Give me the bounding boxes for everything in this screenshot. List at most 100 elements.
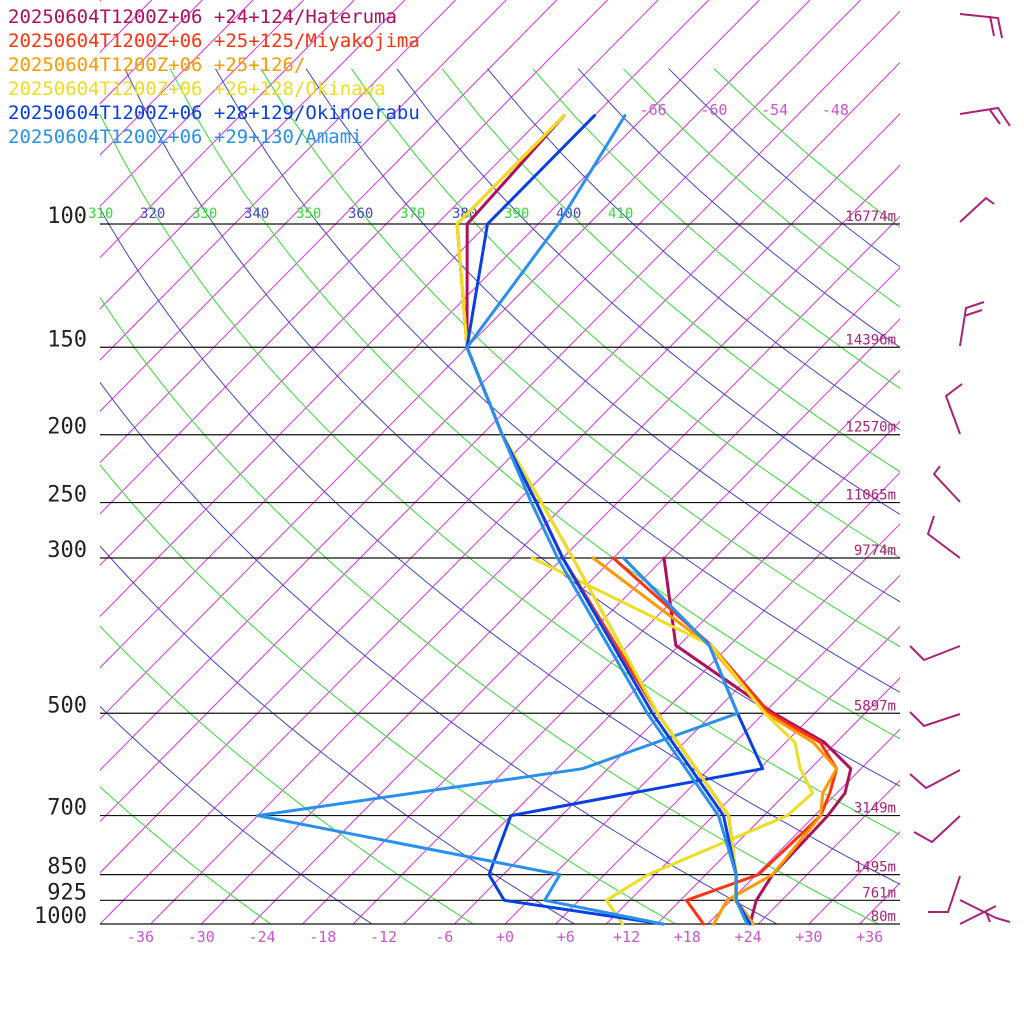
- height-label: 1495m: [854, 860, 896, 876]
- dry-adiabat: [100, 705, 373, 924]
- dry-adiabat: [487, 68, 900, 431]
- isotherm: [302, 318, 900, 924]
- isotherm: [100, 0, 254, 156]
- pressure-tick-label: 300: [47, 538, 87, 563]
- legend-entry: 20250604T1200Z+06 +24+124/Hateruma: [8, 6, 397, 28]
- isotherm: [150, 164, 900, 924]
- height-label: 14396m: [845, 332, 896, 348]
- temperature-tick-label: -30: [188, 928, 215, 946]
- temperature-tick-label: -18: [309, 928, 336, 946]
- wind-barb: [959, 106, 1011, 127]
- isotherm: [100, 0, 406, 310]
- sounding-profiles: [256, 114, 853, 926]
- dewpoint-profile: [611, 556, 839, 926]
- temperature-tick-label: -12: [370, 928, 397, 946]
- isotherm: [403, 420, 900, 924]
- isotherm: [100, 0, 811, 720]
- temperature-tick-label: +36: [856, 928, 883, 946]
- isotherm: [251, 266, 900, 924]
- height-label: 761m: [862, 885, 896, 901]
- dry-adiabat: [305, 68, 900, 603]
- dry-adiabat: [396, 68, 900, 516]
- isotherm: [100, 0, 659, 566]
- isotherm: [555, 574, 900, 924]
- wind-barb: [932, 465, 961, 503]
- dewpoint-profile: [256, 556, 739, 926]
- wind-barb: [909, 645, 961, 662]
- legend-entry: 20250604T1200Z+06 +25+126/: [8, 54, 305, 76]
- wind-barb: [959, 13, 1003, 39]
- temperature-tick-label: +12: [613, 928, 640, 946]
- temperature-tick-label: -6: [435, 928, 453, 946]
- wind-barb: [909, 769, 961, 790]
- pressure-tick-label: 700: [47, 796, 87, 821]
- height-label: 16774m: [845, 209, 896, 225]
- isotherm: [100, 0, 456, 361]
- dry-adiabat: [169, 68, 900, 740]
- dry-adiabat: [260, 68, 900, 648]
- dewpoint-profile: [530, 556, 815, 926]
- height-label: 11065m: [845, 488, 896, 504]
- dry-adiabat: [100, 464, 677, 924]
- isotherm: [352, 369, 900, 924]
- pressure-tick-label: 100: [47, 204, 87, 229]
- legend-entry: 20250604T1200Z+06 +25+125/Miyakojima: [8, 30, 420, 52]
- pressure-tick-label: 500: [47, 693, 87, 718]
- isotherm: [100, 0, 608, 515]
- temperature-tick-label: +18: [674, 928, 701, 946]
- wind-barb: [959, 196, 995, 223]
- theta-label: 410: [608, 206, 633, 222]
- isotherm: [707, 728, 900, 924]
- legend-entry: 20250604T1200Z+06 +26+128/Okinawa: [8, 78, 386, 100]
- height-label: 9774m: [854, 543, 896, 559]
- pressure-tick-label: 200: [47, 415, 87, 440]
- pressure-tick-label: 1000: [34, 904, 87, 929]
- temperature-tick-label: -36: [127, 928, 154, 946]
- theta-label: 390: [504, 206, 529, 222]
- dry-adiabat: [100, 381, 779, 924]
- temperature-tick-label: +6: [557, 928, 575, 946]
- upper-temperature-label: -66: [640, 101, 667, 119]
- dry-adiabat: [100, 113, 900, 836]
- legend-entry: 20250604T1200Z+06 +28+129/Okinoerabu: [8, 102, 420, 124]
- pressure-tick-label: 850: [47, 855, 87, 880]
- theta-label: 370: [400, 206, 425, 222]
- dry-adiabat: [100, 786, 272, 924]
- wind-barb: [909, 711, 961, 728]
- wind-barb: [959, 899, 1011, 925]
- theta-label: 360: [348, 206, 373, 222]
- temperature-tick-label: +24: [735, 928, 762, 946]
- dry-adiabat: [100, 207, 900, 885]
- isotherm: [100, 0, 558, 464]
- dry-adiabat: [441, 68, 900, 473]
- upper-temperature-label: -48: [822, 101, 849, 119]
- legend-entry: 20250604T1200Z+06 +29+130/Amami: [8, 126, 363, 148]
- theta-label: 330: [192, 206, 217, 222]
- dry-adiabat: [215, 68, 900, 693]
- height-label: 12570m: [845, 420, 896, 436]
- isotherm: [100, 0, 507, 412]
- height-label: 80m: [871, 909, 896, 925]
- isobars: [100, 223, 900, 925]
- temperature-tick-label: +30: [795, 928, 822, 946]
- theta-label: 350: [296, 206, 321, 222]
- temperature-profile: [465, 114, 752, 926]
- dry-adiabat: [100, 296, 880, 924]
- wind-barb: [913, 815, 961, 844]
- temperature-profile: [455, 114, 753, 926]
- height-label: 3149m: [854, 801, 896, 817]
- pressure-tick-label: 250: [47, 483, 87, 508]
- isotherm: [100, 0, 760, 669]
- wind-barb: [928, 875, 961, 913]
- wind-barbs: [909, 13, 1011, 925]
- height-label: 5897m: [854, 698, 896, 714]
- temperature-tick-label: +0: [496, 928, 514, 946]
- isotherm: [910, 0, 1024, 924]
- pressure-tick-label: 925: [47, 880, 87, 905]
- isotherm: [200, 215, 900, 924]
- wind-barb: [959, 301, 985, 347]
- isotherm: [504, 523, 900, 924]
- isotherm: [100, 0, 355, 259]
- wind-barb: [926, 515, 961, 559]
